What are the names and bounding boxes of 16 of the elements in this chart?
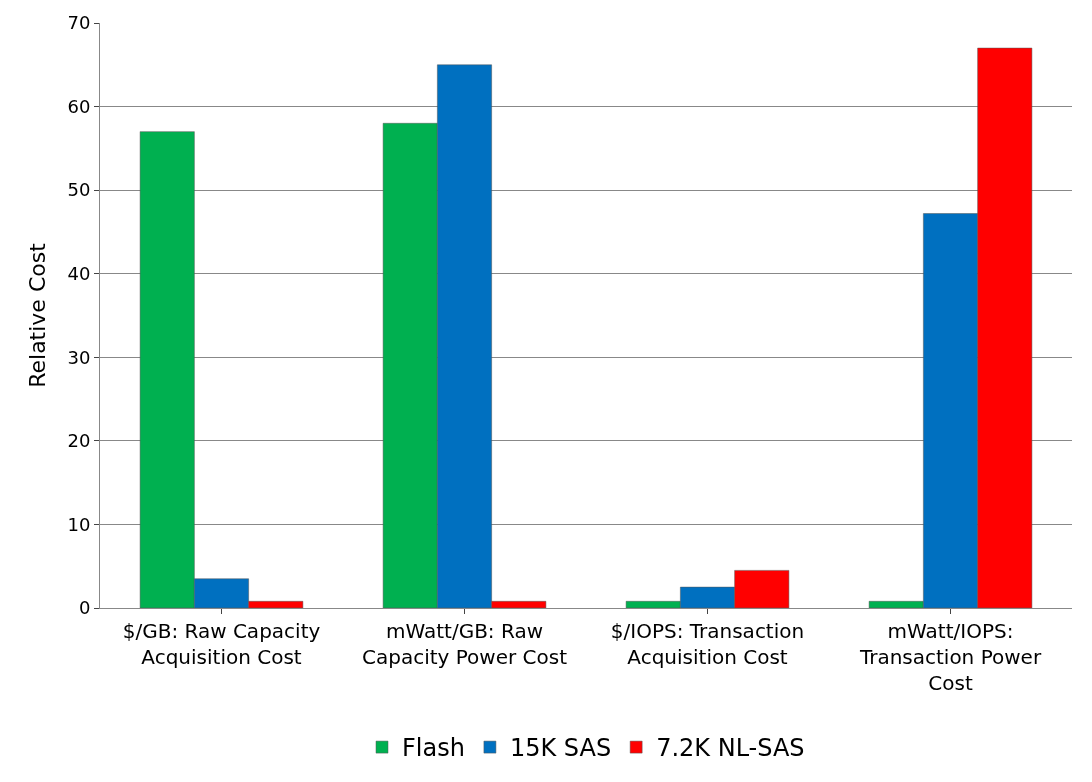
y-tick-label: 40 bbox=[67, 263, 91, 285]
y-tick-label: 20 bbox=[67, 430, 91, 452]
y-tick-label: 70 bbox=[67, 12, 91, 34]
legend-label: 15K SAS bbox=[509, 734, 612, 763]
x-tick-label: mWatt/IOPS: Transaction Power Cost bbox=[858, 619, 1042, 695]
x-tick-label: $/IOPS: Transaction Acquisition Cost bbox=[610, 619, 805, 669]
x-tick-label: mWatt/GB: Raw Capacity Power Cost bbox=[361, 619, 568, 669]
y-tick-label: 10 bbox=[67, 513, 91, 535]
y-tick-label: 0 bbox=[78, 597, 91, 619]
x-tick-label: $/GB: Raw Capacity Acquisition Cost bbox=[122, 619, 321, 669]
legend-label: Flash bbox=[402, 734, 465, 763]
y-tick-label: 50 bbox=[67, 179, 91, 201]
legend-label: 7.2K NL-SAS bbox=[656, 734, 805, 763]
y-tick-label: 30 bbox=[67, 346, 91, 368]
y-axis-title: Relative Cost bbox=[25, 242, 51, 388]
y-tick-label: 60 bbox=[67, 95, 91, 117]
